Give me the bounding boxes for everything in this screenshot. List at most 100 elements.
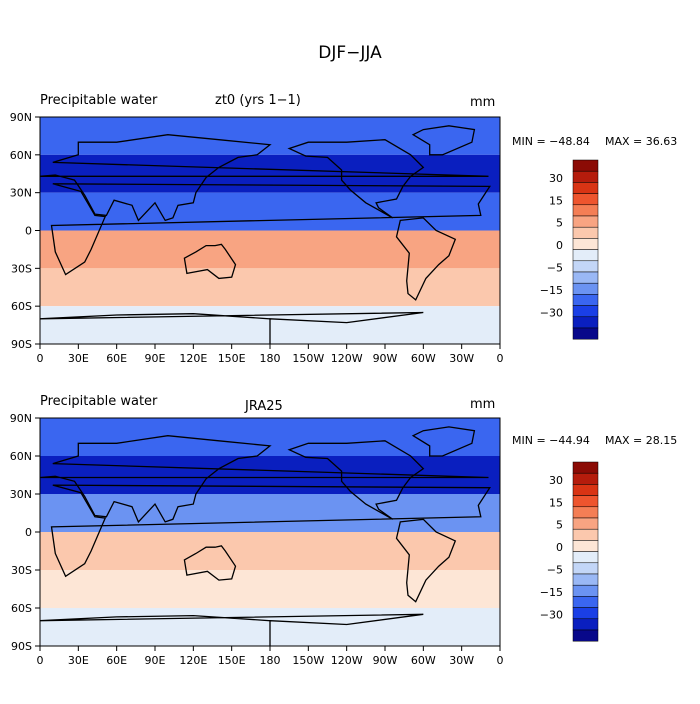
panel1-colorbar: 30 15 5 0 −5 −15 −30	[540, 159, 599, 340]
panel1-min-label: MIN = −48.84	[512, 135, 590, 148]
lat-tick-label: 90N	[10, 111, 32, 124]
lat-band-0	[40, 117, 500, 155]
lon-tick-label: 90E	[145, 352, 166, 365]
lat-band-1	[40, 154, 500, 193]
lat-band-4	[40, 268, 500, 307]
continent-outline-4	[411, 426, 476, 457]
colorbar-label: 30	[549, 172, 563, 185]
panel1-subtitle: zt0 (yrs 1−1)	[215, 93, 301, 108]
colorbar-label: 5	[556, 519, 563, 532]
colorbar-cell	[572, 327, 599, 340]
colorbar-cell	[572, 562, 599, 575]
colorbar-cell	[572, 204, 599, 217]
page-title: DJF−JJA	[318, 43, 382, 63]
panel2-title: Precipitable water	[40, 394, 158, 409]
lon-tick-label: 0	[497, 654, 504, 667]
lon-tick-label: 150E	[218, 352, 246, 365]
panel2-colorbar: 30 15 5 0 −5 −15 −30	[540, 461, 599, 642]
continent-outline-0	[50, 183, 492, 276]
lon-tick-label: 90E	[145, 654, 166, 667]
lat-tick-label: 60S	[11, 602, 32, 615]
colorbar-cell	[572, 316, 599, 329]
colorbar-cell	[572, 215, 599, 228]
colorbar-cell	[572, 517, 599, 530]
continent-outline-4	[411, 125, 476, 156]
colorbar-cell	[572, 238, 599, 250]
colorbar-label: −5	[547, 262, 563, 275]
panel2-axis-ticks: 0 30E 60E 90E 120E 150E 180 150W 120W 90W 60W 30W 09…	[10, 412, 504, 667]
continent-outline-3	[287, 139, 425, 219]
colorbar-cell	[572, 159, 599, 172]
colorbar-cell	[572, 182, 599, 194]
continent-outline-3	[287, 440, 425, 520]
panel2-max-label: MAX = 28.15	[605, 434, 677, 447]
colorbar-cell	[572, 551, 599, 564]
colorbar-cell	[572, 540, 599, 552]
continent-outline-1	[39, 134, 489, 222]
panel-reanalysis: Precipitable water JRA25 mm 0 30E 60E 90E 12…	[10, 394, 678, 667]
panel2-subtitle: JRA25	[244, 399, 283, 414]
lon-tick-label: 180	[260, 654, 281, 667]
panel2-min-label: MIN = −44.94	[512, 434, 590, 447]
panel1-axis-ticks: 0 30E 60E 90E 120E 150E 180 150W 120W 90W 60W 30W 09…	[10, 111, 504, 365]
lon-tick-label: 30E	[68, 654, 89, 667]
colorbar-cell	[572, 294, 599, 306]
colorbar-cell	[572, 170, 599, 183]
colorbar-cell	[572, 528, 599, 541]
colorbar-cell	[572, 461, 599, 474]
colorbar-cell	[572, 305, 599, 318]
lat-band-3	[40, 230, 500, 269]
colorbar-label: 0	[556, 239, 563, 252]
lat-tick-label: 30S	[11, 564, 32, 577]
lon-tick-label: 150W	[292, 352, 324, 365]
colorbar-label: −15	[540, 284, 563, 297]
lat-tick-label: 0	[25, 526, 32, 539]
lon-tick-label: 120W	[331, 654, 363, 667]
colorbar-cell	[572, 249, 599, 262]
lat-tick-label: 30N	[10, 488, 32, 501]
colorbar-cell	[572, 271, 599, 284]
colorbar-cell	[572, 573, 599, 586]
panel1-max-label: MAX = 36.63	[605, 135, 677, 148]
continent-outline-1	[39, 435, 489, 524]
lat-tick-label: 90N	[10, 412, 32, 425]
lon-tick-label: 150W	[292, 654, 324, 667]
colorbar-cell	[572, 495, 599, 508]
panel1-units: mm	[470, 95, 495, 110]
colorbar-cell	[572, 226, 599, 239]
colorbar-cell	[572, 607, 599, 620]
lat-band-3	[40, 532, 500, 570]
colorbar-label: −5	[547, 564, 563, 577]
panel2-units: mm	[470, 397, 495, 412]
panel-model: Precipitable water zt0 (yrs 1−1) mm 0 30E…	[10, 93, 678, 365]
lat-tick-label: 30S	[11, 262, 32, 275]
colorbar-label: −30	[540, 608, 563, 621]
lon-tick-label: 120E	[179, 352, 207, 365]
lon-tick-label: 180	[260, 352, 281, 365]
continent-outline-6	[39, 613, 424, 646]
lon-tick-label: 120E	[179, 654, 207, 667]
panel1-map	[39, 116, 501, 345]
colorbar-cell	[572, 260, 599, 273]
lon-tick-label: 0	[497, 352, 504, 365]
lat-tick-label: 30N	[10, 187, 32, 200]
colorbar-label: −30	[540, 306, 563, 319]
continent-outline-5	[395, 518, 457, 603]
continent-outline-0	[50, 484, 491, 578]
colorbar-cell	[572, 472, 599, 485]
continent-outline-6	[39, 311, 424, 344]
lon-tick-label: 60E	[106, 654, 127, 667]
colorbar-cell	[572, 618, 599, 631]
colorbar-cell	[572, 282, 599, 295]
lat-tick-label: 0	[25, 225, 32, 238]
lat-band-4	[40, 570, 500, 608]
colorbar-label: 15	[549, 194, 563, 207]
lon-tick-label: 30W	[449, 352, 474, 365]
colorbar-cell	[572, 584, 599, 597]
lat-tick-label: 60N	[10, 450, 32, 463]
continent-outline-2	[183, 545, 237, 581]
colorbar-cell	[572, 596, 599, 608]
lat-tick-label: 90S	[11, 338, 32, 351]
lon-tick-label: 30W	[449, 654, 474, 667]
